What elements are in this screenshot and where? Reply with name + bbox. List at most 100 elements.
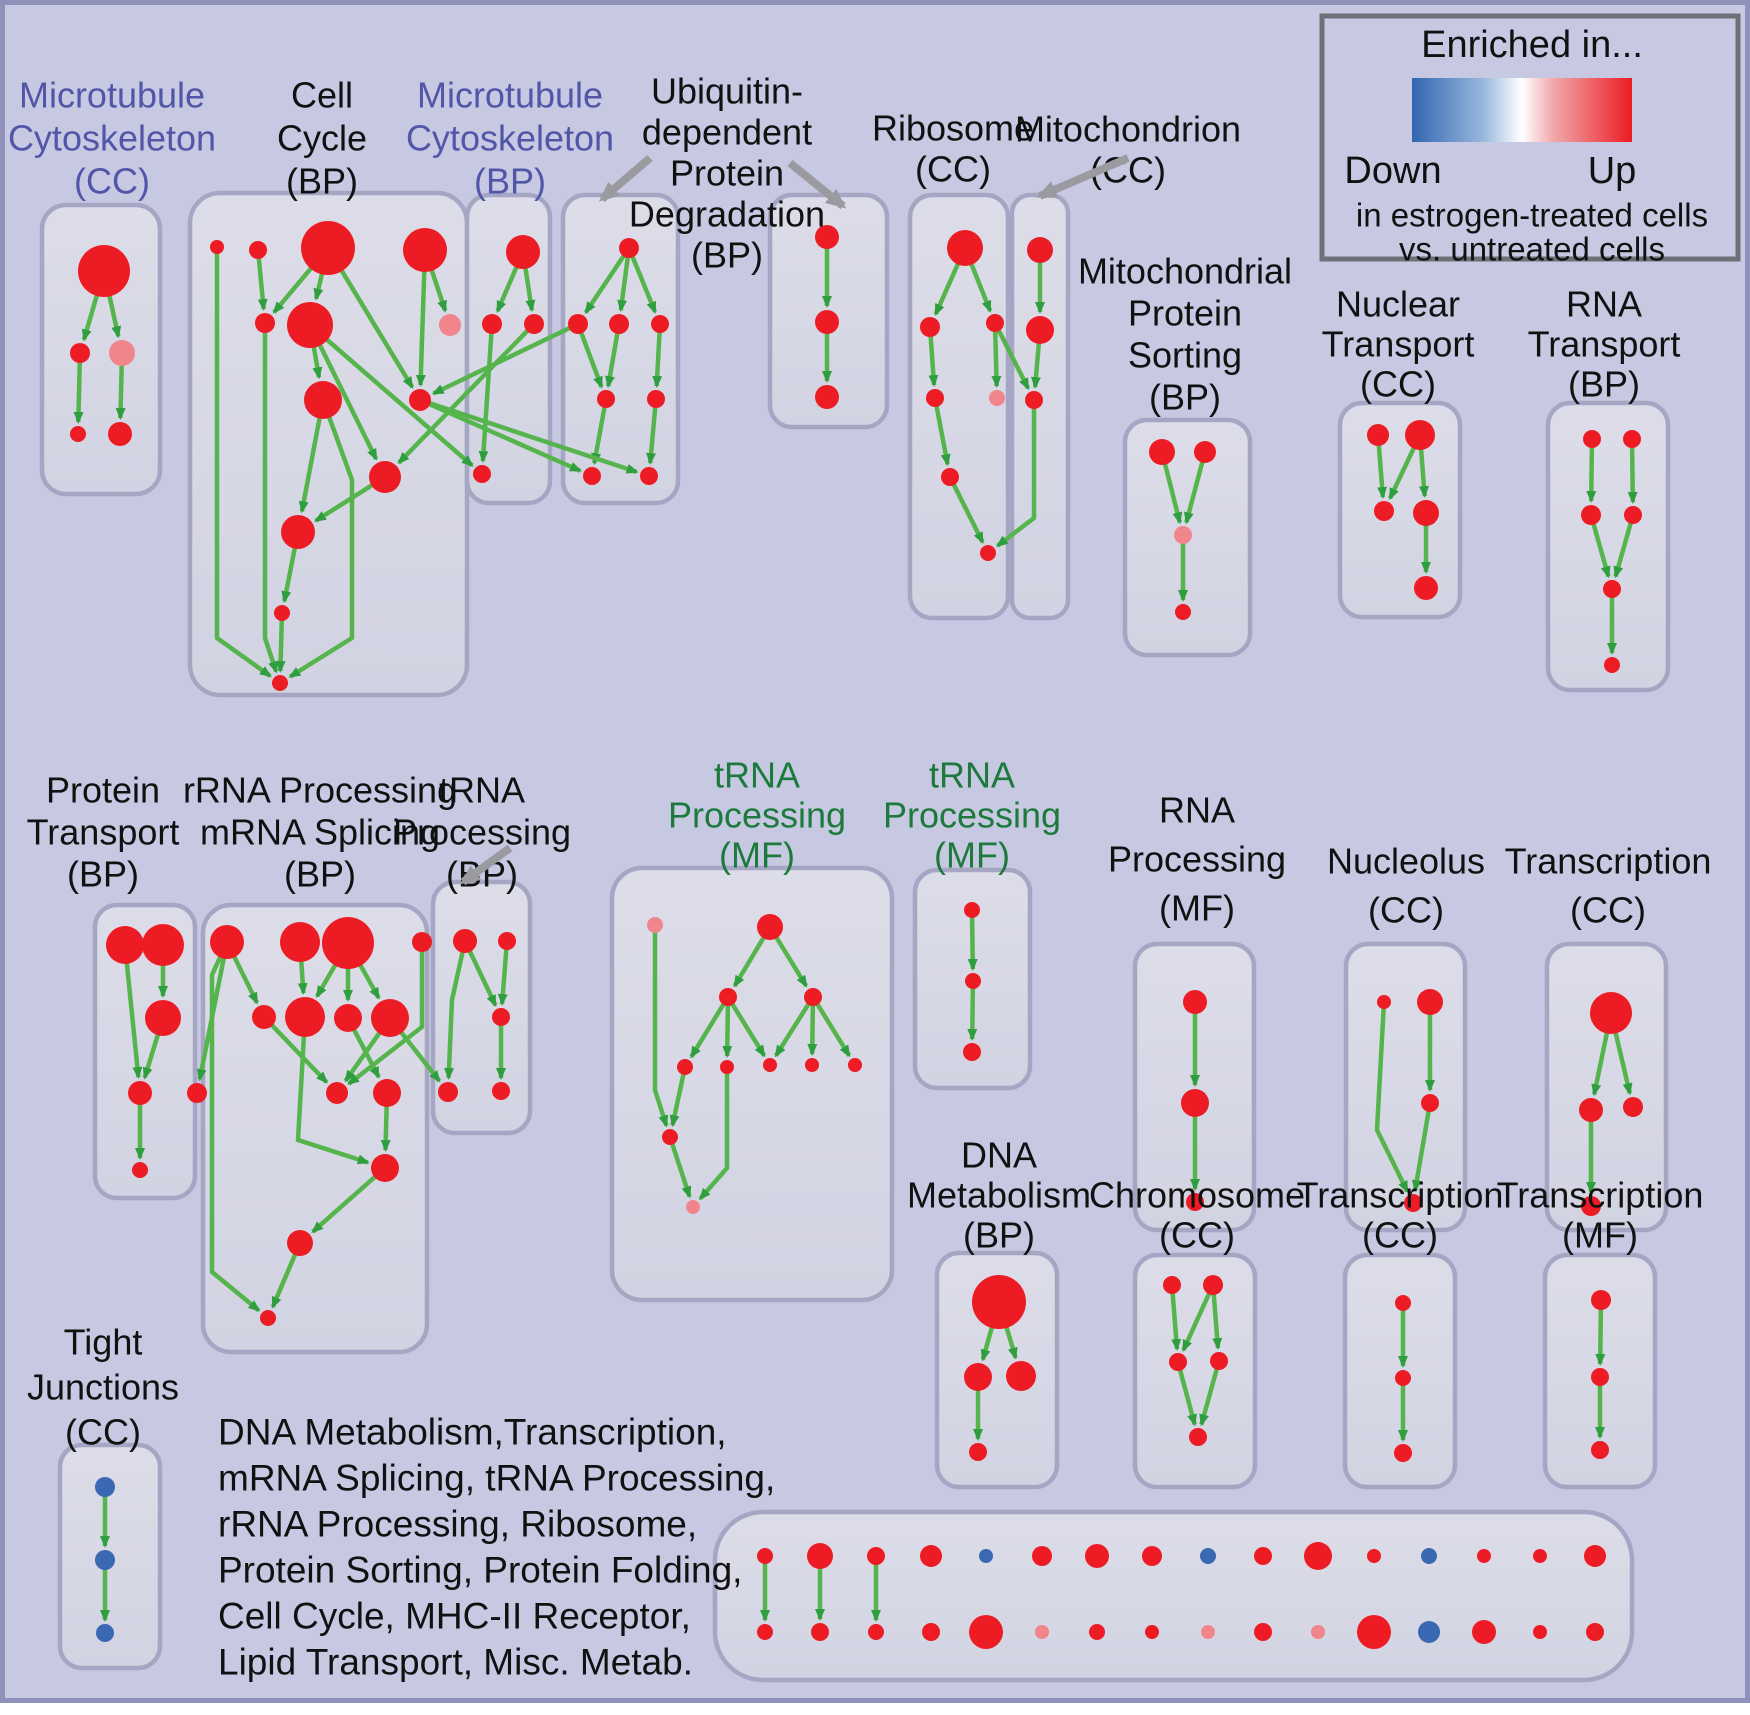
- cluster-label: (CC): [1368, 890, 1444, 931]
- go-term-node-up: [1032, 1546, 1052, 1566]
- cluster-label: (MF): [719, 835, 795, 876]
- go-term-node-up-light: [1035, 1625, 1049, 1639]
- go-term-node-down: [979, 1549, 993, 1563]
- edge-arrow: [605, 323, 622, 389]
- edge-arrow: [1588, 514, 1611, 579]
- go-term-node-up: [287, 302, 333, 348]
- go-term-node-up-light: [1311, 1625, 1325, 1639]
- edge-arrow: [415, 249, 428, 388]
- cluster-label: (CC): [74, 161, 150, 202]
- go-term-node-up: [647, 390, 665, 408]
- go-term-node-up: [1026, 316, 1054, 344]
- go-term-node-up: [1367, 1549, 1381, 1563]
- edge-arrow: [122, 944, 143, 1080]
- cluster-box-ubiquitin-degradation-bp-1: [560, 192, 681, 506]
- go-term-node-up: [249, 241, 267, 259]
- go-term-node-up: [619, 238, 639, 258]
- edge-arrow: [419, 397, 582, 473]
- go-term-node-up: [70, 343, 90, 363]
- go-term-node-up-light: [1201, 1625, 1215, 1639]
- go-term-node-up: [272, 675, 288, 691]
- cluster-label: Sorting: [1128, 335, 1242, 376]
- go-term-node-up: [285, 997, 325, 1037]
- go-term-node-up: [986, 314, 1004, 332]
- cluster-label: Cell: [291, 75, 353, 116]
- callout-arrow-icon: [787, 159, 847, 210]
- edge-arrow: [311, 1166, 387, 1234]
- go-term-node-up: [1405, 420, 1435, 450]
- edge-arrow: [1181, 1284, 1216, 1352]
- go-term-node-up: [438, 1082, 458, 1102]
- cluster-box-dna-metabolism-bp: [934, 1250, 1060, 1490]
- cluster-label: (CC): [1360, 364, 1436, 405]
- edge-arrow: [1175, 1361, 1197, 1427]
- cluster-box-chromosome-cc: [1132, 1252, 1258, 1490]
- edge-arrow: [397, 322, 536, 465]
- go-term-node-up: [128, 1081, 152, 1105]
- cluster-box-protein-transport-bp: [92, 902, 198, 1201]
- cluster-label: Nuclear: [1336, 284, 1460, 325]
- go-term-node-up: [1186, 1193, 1204, 1211]
- cluster-label: (BP): [963, 1215, 1035, 1256]
- edge-arrow: [307, 324, 379, 461]
- edge-arrow: [583, 246, 631, 315]
- edge-arrow: [1184, 451, 1208, 525]
- go-term-node-up: [1006, 1361, 1036, 1391]
- go-term-node-down: [96, 1624, 114, 1642]
- cluster-label: mRNA Splicing: [200, 812, 440, 853]
- cluster-label: (BP): [1568, 364, 1640, 405]
- go-term-node-up: [210, 240, 224, 254]
- go-term-node-up: [1590, 992, 1632, 1034]
- cluster-label: Microtubule: [19, 75, 205, 116]
- go-term-node-up: [662, 1129, 678, 1145]
- edge-arrow: [497, 940, 510, 1007]
- misc-cluster-list-text: Cell Cycle, MHC-II Receptor,: [218, 1596, 691, 1637]
- cluster-label: (BP): [1149, 377, 1221, 418]
- cluster-label: (CC): [915, 149, 991, 190]
- go-term-node-up: [980, 545, 996, 561]
- edge-arrow: [275, 612, 286, 674]
- cluster-label: Junctions: [27, 1367, 179, 1408]
- cluster-label: Chromosome: [1089, 1175, 1305, 1216]
- go-term-node-up: [1413, 500, 1439, 526]
- go-term-node-up: [492, 1008, 510, 1026]
- edge-arrow: [652, 323, 663, 389]
- edge-arrow: [419, 397, 639, 475]
- cluster-label: (BP): [474, 161, 546, 202]
- cluster-label: Transport: [27, 812, 180, 853]
- go-term-node-up: [1624, 506, 1642, 524]
- legend-title: Enriched in...: [1421, 24, 1643, 66]
- cluster-label: Protein: [1128, 293, 1242, 334]
- cluster-label: (MF): [934, 835, 1010, 876]
- cluster-label: Mitochondrion: [1015, 109, 1241, 150]
- edge-arrow: [1586, 438, 1597, 504]
- edge-arrow: [689, 995, 730, 1059]
- go-term-node-up: [1623, 1097, 1643, 1117]
- edge-arrow: [575, 323, 604, 389]
- edge-arrow: [807, 996, 818, 1056]
- go-term-node-down: [95, 1477, 115, 1497]
- go-term-node-up: [1591, 1368, 1609, 1386]
- callout-arrow-icon: [459, 844, 513, 886]
- go-term-node-up: [453, 929, 477, 953]
- go-term-node-up: [1027, 237, 1053, 263]
- go-term-node-down: [1421, 1548, 1437, 1564]
- go-term-node-up: [1623, 430, 1641, 448]
- go-term-node-up: [1579, 1098, 1603, 1122]
- cluster-label: Cycle: [277, 118, 367, 159]
- go-term-node-up: [969, 1443, 987, 1461]
- go-term-node-up-light: [109, 340, 135, 366]
- edge-arrow: [967, 980, 978, 1041]
- misc-cluster-list-text: Protein Sorting, Protein Folding,: [218, 1550, 742, 1591]
- go-term-node-up: [677, 1059, 693, 1075]
- go-term-node-up: [965, 973, 981, 989]
- edge-arrow: [1169, 1284, 1182, 1352]
- cluster-box-rrna-processing-mrna-splicing-bp: [200, 902, 430, 1355]
- edge-arrow: [667, 1136, 692, 1199]
- go-term-node-up: [1377, 995, 1391, 1009]
- edge-arrow: [967, 909, 978, 972]
- edge-arrow: [617, 247, 632, 313]
- cluster-label: Cytoskeleton: [406, 118, 614, 159]
- cluster-label: Tight: [64, 1322, 143, 1363]
- go-term-node-up: [70, 426, 86, 442]
